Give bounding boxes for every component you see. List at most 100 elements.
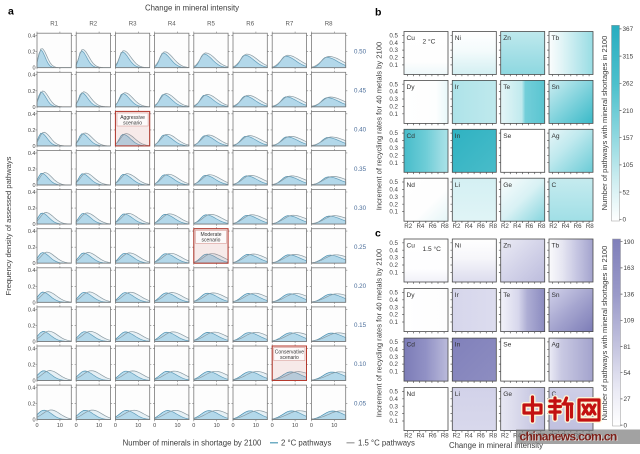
svg-text:0.5: 0.5: [389, 81, 398, 88]
svg-text:0.3: 0.3: [389, 47, 398, 54]
svg-text:0: 0: [192, 423, 195, 429]
svg-text:10: 10: [214, 423, 220, 429]
svg-text:0: 0: [32, 183, 35, 189]
svg-text:0: 0: [32, 418, 35, 424]
svg-text:0: 0: [32, 261, 35, 267]
svg-text:Cd: Cd: [407, 133, 416, 140]
svg-text:0.4: 0.4: [28, 268, 36, 274]
svg-text:0.5: 0.5: [389, 130, 398, 137]
svg-text:0.1: 0.1: [389, 62, 398, 69]
svg-text:0.45: 0.45: [354, 88, 367, 95]
svg-text:0.4: 0.4: [389, 297, 398, 304]
svg-text:10: 10: [96, 423, 102, 429]
svg-text:0.4: 0.4: [389, 89, 398, 96]
svg-text:0.2: 0.2: [28, 323, 36, 329]
svg-text:R4: R4: [465, 223, 473, 230]
svg-text:Change in mineral intensity: Change in mineral intensity: [145, 4, 239, 13]
svg-text:0.1: 0.1: [389, 369, 398, 376]
svg-text:0: 0: [32, 222, 35, 228]
svg-text:R4: R4: [561, 223, 569, 230]
svg-text:2 °C: 2 °C: [423, 38, 436, 46]
svg-text:R3: R3: [129, 21, 137, 28]
svg-text:0: 0: [75, 423, 78, 429]
svg-text:0.5: 0.5: [389, 240, 398, 247]
svg-text:0.4: 0.4: [28, 112, 36, 118]
svg-text:R8: R8: [441, 433, 449, 440]
svg-text:R6: R6: [574, 223, 582, 230]
svg-text:0: 0: [32, 144, 35, 150]
svg-text:Zn: Zn: [503, 35, 511, 42]
svg-text:0: 0: [32, 300, 35, 306]
svg-text:0.50: 0.50: [354, 49, 367, 56]
svg-text:52: 52: [623, 189, 631, 196]
svg-text:0.15: 0.15: [354, 322, 367, 329]
svg-text:Ag: Ag: [552, 133, 560, 140]
svg-text:0: 0: [32, 105, 35, 111]
svg-text:1.5 °C: 1.5 °C: [423, 245, 442, 253]
svg-text:Aggressive: Aggressive: [120, 115, 145, 121]
svg-text:In: In: [455, 342, 461, 349]
svg-text:0.4: 0.4: [28, 229, 36, 235]
svg-text:R1: R1: [50, 21, 58, 28]
svg-text:R4: R4: [168, 21, 176, 28]
svg-text:0.4: 0.4: [389, 346, 398, 353]
svg-text:R8: R8: [441, 223, 449, 230]
svg-text:315: 315: [623, 53, 634, 60]
svg-text:0.2: 0.2: [28, 167, 36, 173]
svg-text:R5: R5: [207, 21, 215, 28]
svg-text:10: 10: [57, 423, 63, 429]
svg-text:Ge: Ge: [503, 391, 512, 398]
svg-text:Cd: Cd: [407, 342, 416, 349]
svg-text:Tb: Tb: [552, 243, 560, 250]
svg-text:0.4: 0.4: [389, 40, 398, 47]
svg-text:10: 10: [174, 423, 180, 429]
svg-text:0.2: 0.2: [28, 50, 36, 56]
svg-text:0.5: 0.5: [389, 32, 398, 39]
svg-text:R4: R4: [465, 433, 473, 440]
svg-text:10: 10: [331, 423, 337, 429]
svg-text:R2: R2: [89, 21, 97, 28]
svg-text:R6: R6: [477, 433, 485, 440]
svg-text:R4: R4: [513, 223, 521, 230]
svg-text:0.1: 0.1: [389, 319, 398, 326]
svg-text:chinanews.com.cn: chinanews.com.cn: [520, 429, 617, 443]
svg-text:0: 0: [231, 423, 234, 429]
svg-text:Sn: Sn: [552, 292, 560, 299]
svg-text:Te: Te: [503, 84, 510, 91]
svg-text:0.2: 0.2: [389, 262, 398, 269]
svg-text:scenario: scenario: [202, 238, 221, 244]
svg-text:R6: R6: [477, 223, 485, 230]
svg-text:10: 10: [135, 423, 141, 429]
svg-text:R2: R2: [404, 223, 412, 230]
svg-text:2 °C pathways: 2 °C pathways: [281, 438, 331, 447]
svg-text:27: 27: [624, 396, 632, 403]
svg-text:Nd: Nd: [407, 391, 416, 398]
svg-text:0.05: 0.05: [354, 400, 367, 407]
svg-text:0.2: 0.2: [389, 361, 398, 368]
svg-text:105: 105: [623, 162, 634, 169]
svg-text:0.4: 0.4: [389, 247, 398, 254]
svg-text:0.4: 0.4: [28, 307, 36, 313]
svg-text:0: 0: [114, 423, 117, 429]
svg-text:c: c: [375, 228, 381, 240]
svg-text:0.2: 0.2: [28, 363, 36, 369]
svg-text:Conservative: Conservative: [275, 349, 304, 355]
svg-text:R2: R2: [453, 223, 461, 230]
svg-text:0.20: 0.20: [354, 283, 367, 290]
svg-text:Frequency density of assessed: Frequency density of assessed pathways: [4, 156, 13, 295]
svg-text:R7: R7: [286, 21, 294, 28]
svg-text:Dy: Dy: [407, 84, 416, 91]
svg-text:0.1: 0.1: [389, 111, 398, 118]
svg-text:scenario: scenario: [123, 120, 142, 126]
svg-text:Li: Li: [455, 391, 461, 398]
svg-text:0: 0: [32, 339, 35, 345]
svg-text:R4: R4: [416, 223, 424, 230]
svg-text:210: 210: [623, 108, 634, 115]
svg-text:Se: Se: [503, 133, 511, 140]
svg-text:Change in mineral intensity: Change in mineral intensity: [449, 441, 543, 450]
svg-text:0.3: 0.3: [389, 255, 398, 262]
svg-text:0: 0: [271, 423, 274, 429]
svg-text:Ni: Ni: [455, 35, 462, 42]
svg-text:R8: R8: [489, 433, 497, 440]
svg-text:Number of pathways with minera: Number of pathways with mineral shortage…: [600, 36, 609, 211]
